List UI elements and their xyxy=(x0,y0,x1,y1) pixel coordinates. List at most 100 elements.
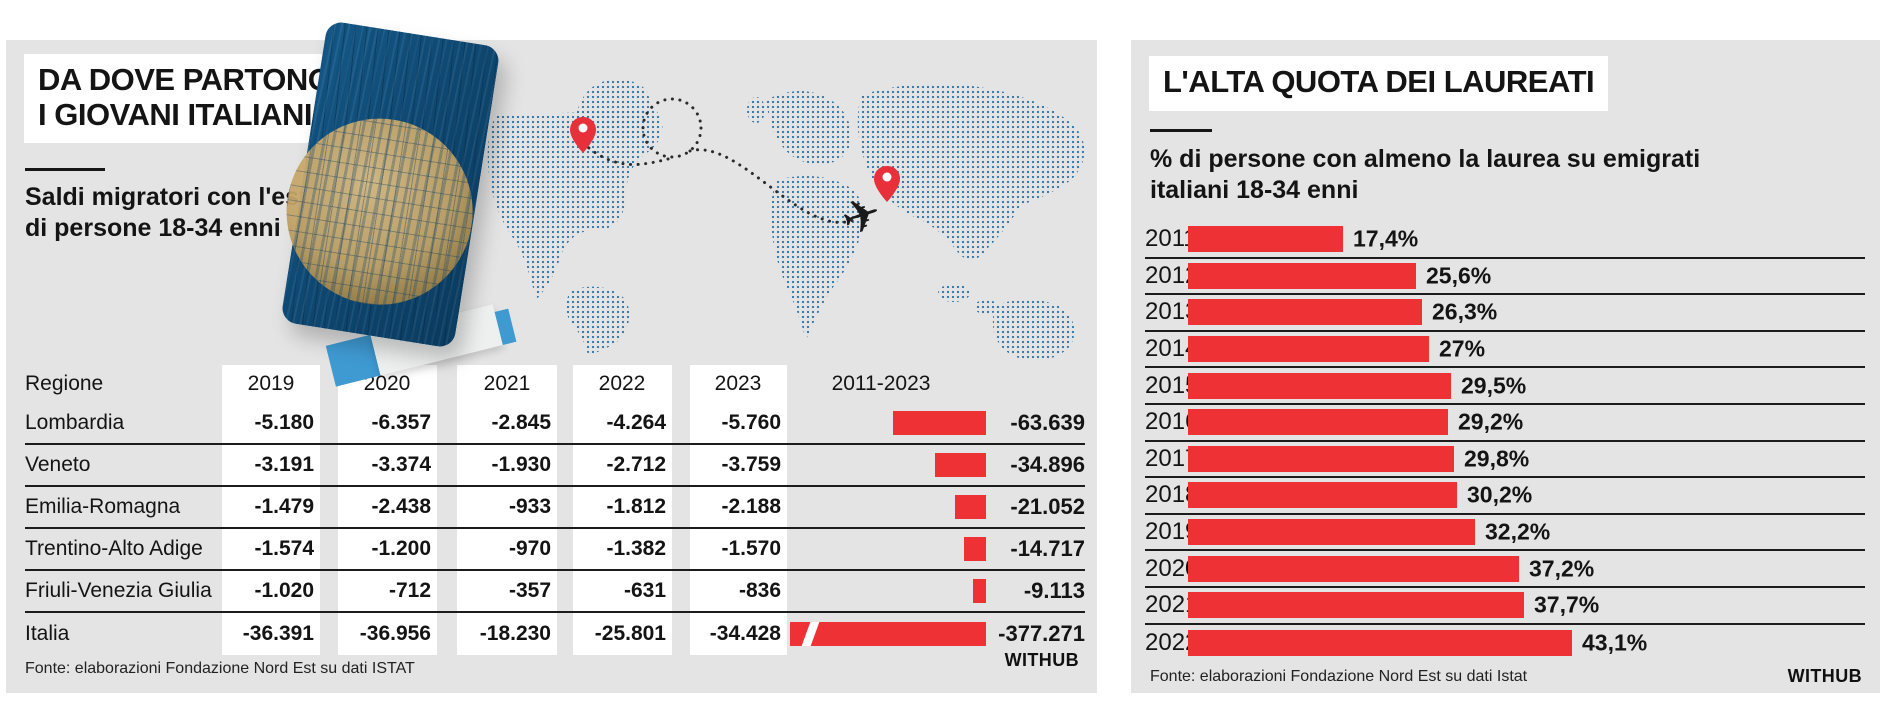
percent-bar xyxy=(1188,336,1429,363)
subtitle-line-1: % di persone con almeno la laurea su emi… xyxy=(1150,145,1701,173)
total-bar xyxy=(893,411,986,435)
subtitle-line-2: di persone 18-34 enni xyxy=(25,213,281,242)
percent-label: 29,5% xyxy=(1461,372,1527,399)
migration-table-header: Regione 2019 2020 2021 2022 2023 2011-2023 xyxy=(25,365,1085,403)
percent-bar xyxy=(1188,409,1448,436)
value-cell: -1.570 xyxy=(721,537,781,560)
percent-bar xyxy=(1188,629,1572,656)
region-label: Italia xyxy=(25,622,70,645)
value-cell: -5.180 xyxy=(254,411,314,434)
table-row: Veneto -3.191 -3.374 -1.930 -2.712 -3.759 -34.… xyxy=(25,445,1085,487)
withub-logo: WITHUB xyxy=(1004,650,1079,670)
flight-route xyxy=(581,97,860,224)
column-header: 2021 xyxy=(483,372,531,395)
percent-label: 30,2% xyxy=(1467,481,1533,508)
chart-row: 2022 43,1% xyxy=(1145,625,1865,662)
percent-label: 17,4% xyxy=(1353,225,1419,252)
value-cell: -2.845 xyxy=(491,411,551,434)
region-label: Veneto xyxy=(25,453,91,476)
percent-bar xyxy=(1188,592,1524,619)
panel-migration: ✈ DA DOVE PARTONO I GIOVANI ITALIANI Sal… xyxy=(6,20,1097,693)
world-map-svg: ✈ xyxy=(487,79,1085,361)
value-cell: -836 xyxy=(738,579,781,602)
title-divider xyxy=(1150,129,1212,132)
value-cell: -1.020 xyxy=(254,579,314,602)
percent-label: 27% xyxy=(1439,335,1486,362)
percent-label: 37,2% xyxy=(1529,555,1595,582)
value-cell: -3.191 xyxy=(254,453,314,476)
location-pin-icon xyxy=(874,166,900,202)
region-label: Friuli-Venezia Giulia xyxy=(25,579,212,602)
value-cell: -5.760 xyxy=(721,411,781,434)
value-cell: -970 xyxy=(508,537,551,560)
percent-label: 29,8% xyxy=(1464,445,1530,472)
value-cell: -18.230 xyxy=(479,622,551,645)
column-stripe xyxy=(457,365,557,655)
column-stripe xyxy=(222,365,320,655)
column-stripe xyxy=(338,365,437,655)
table-row: Italia -36.391 -36.956 -18.230 -25.801 -34.42… xyxy=(25,613,1085,655)
right-panel-subtitle: % di persone con almeno la laurea su emi… xyxy=(1150,144,1700,205)
percent-bar xyxy=(1188,445,1454,472)
left-panel-title: DA DOVE PARTONO I GIOVANI ITALIANI xyxy=(24,54,346,144)
total-label: -377.271 xyxy=(998,621,1085,646)
migration-table: Regione 2019 2020 2021 2022 2023 2011-2023 Lom… xyxy=(25,365,1085,655)
chart-row: 2017 29,8% xyxy=(1145,442,1865,479)
value-cell: -1.812 xyxy=(606,495,666,518)
column-header: 2019 xyxy=(247,372,295,395)
laureati-chart: 2011 17,4% 2012 25,6% 2013 26,3% 2014 27% 2015 29… xyxy=(1145,222,1865,661)
value-cell: -25.801 xyxy=(594,622,666,645)
region-label: Lombardia xyxy=(25,411,125,434)
total-bar-broken xyxy=(790,622,986,646)
percent-label: 37,7% xyxy=(1534,591,1600,618)
chart-row: 2021 37,7% xyxy=(1145,588,1865,625)
column-stripe xyxy=(573,365,672,655)
table-row: Trentino-Alto Adige -1.574 -1.200 -970 -1.38… xyxy=(25,529,1085,571)
value-cell: -2.712 xyxy=(606,453,666,476)
value-cell: -4.264 xyxy=(606,411,666,434)
column-header: 2011-2023 xyxy=(831,372,931,395)
total-bar xyxy=(955,495,986,519)
total-label: -21.052 xyxy=(1010,494,1085,519)
total-label: -14.717 xyxy=(1010,536,1085,561)
panel-laureati: L'ALTA QUOTA DEI LAUREATI % di persone c… xyxy=(1131,40,1880,693)
percent-label: 25,6% xyxy=(1426,262,1492,289)
value-cell: -357 xyxy=(508,579,551,602)
percent-bar xyxy=(1188,555,1519,582)
value-cell: -712 xyxy=(388,579,431,602)
title-divider xyxy=(25,168,105,171)
chart-row: 2013 26,3% xyxy=(1145,295,1865,332)
value-cell: -1.574 xyxy=(254,537,314,560)
withub-logo: WITHUB xyxy=(1787,666,1862,686)
percent-label: 26,3% xyxy=(1432,298,1498,325)
value-cell: -34.428 xyxy=(709,622,781,645)
value-cell: -1.479 xyxy=(254,495,314,518)
table-row: Friuli-Venezia Giulia -1.020 -712 -357 -631 -… xyxy=(25,571,1085,613)
value-cell: -933 xyxy=(508,495,551,518)
region-label: Emilia-Romagna xyxy=(25,495,181,518)
value-cell: -3.374 xyxy=(371,453,431,476)
value-cell: -2.188 xyxy=(721,495,781,518)
region-label: Trentino-Alto Adige xyxy=(25,537,203,560)
percent-bar xyxy=(1188,262,1416,289)
dotted-world-map: ✈ xyxy=(476,55,1096,415)
total-bar xyxy=(964,537,986,561)
value-cell: -1.382 xyxy=(606,537,666,560)
value-cell: -631 xyxy=(623,579,666,602)
subtitle-line-2: italiani 18-34 enni xyxy=(1150,175,1359,204)
column-header: 2020 xyxy=(363,372,411,395)
chart-row: 2020 37,2% xyxy=(1145,551,1865,588)
value-cell: -6.357 xyxy=(371,411,431,434)
location-pin-icon xyxy=(570,117,596,153)
value-cell: -2.438 xyxy=(371,495,431,518)
chart-row: 2011 17,4% xyxy=(1145,222,1865,259)
percent-bar xyxy=(1188,372,1451,399)
percent-label: 32,2% xyxy=(1485,518,1551,545)
continents xyxy=(487,79,1085,361)
chart-row: 2012 25,6% xyxy=(1145,259,1865,296)
percent-bar xyxy=(1188,482,1457,509)
percent-bar xyxy=(1188,226,1343,253)
table-row: Lombardia -5.180 -6.357 -2.845 -4.264 -5.760 -… xyxy=(25,403,1085,445)
chart-row: 2019 32,2% xyxy=(1145,515,1865,552)
